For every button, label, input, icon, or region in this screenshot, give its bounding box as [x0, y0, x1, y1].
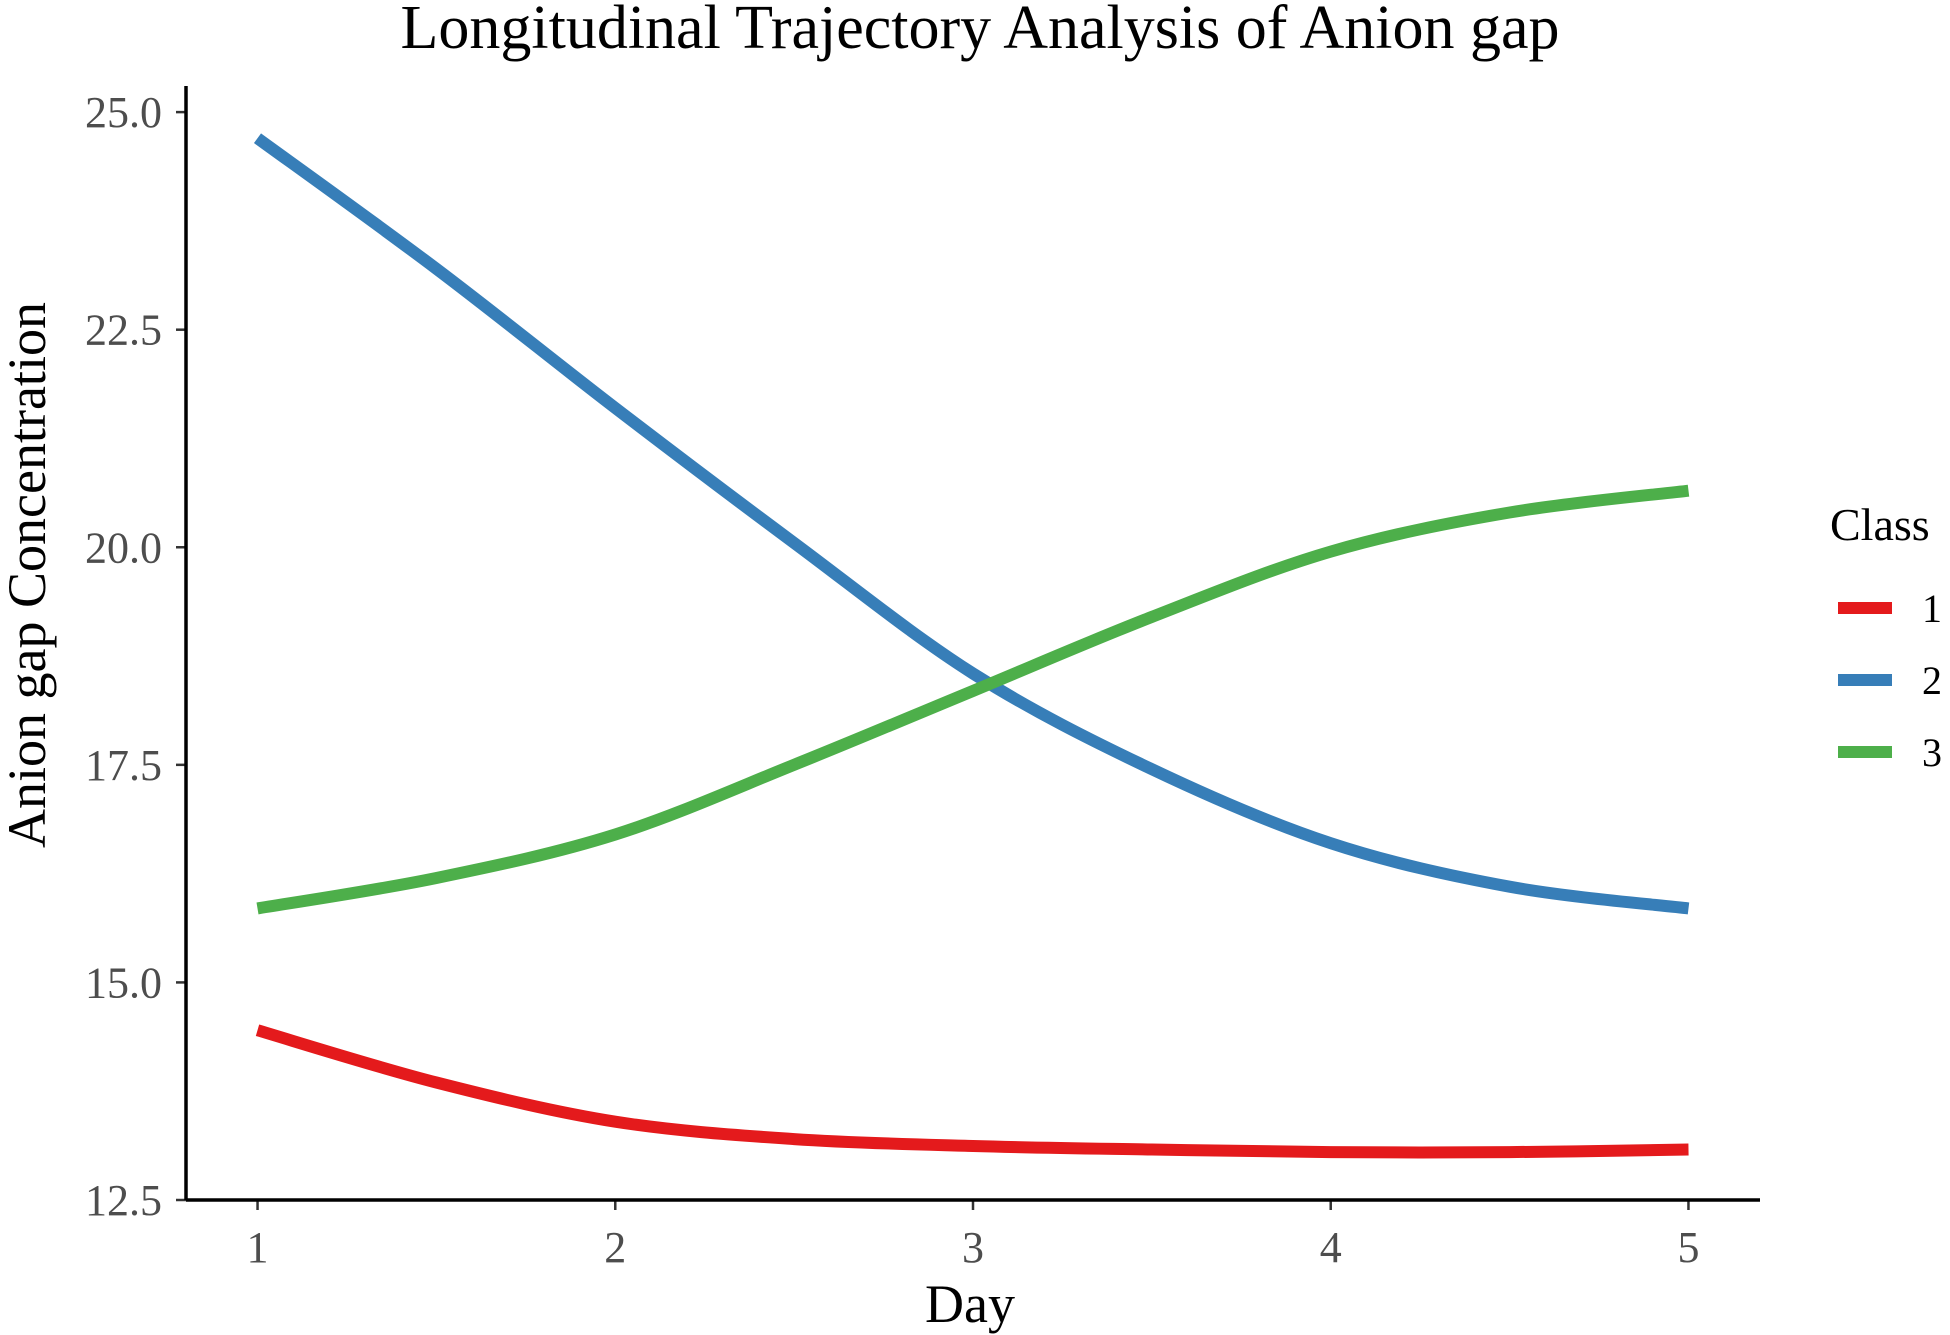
series-line-class-1: [255, 1024, 1689, 1159]
x-tick-label: 4: [1320, 1223, 1342, 1272]
chart-title: Longitudinal Trajectory Analysis of Anio…: [401, 0, 1560, 62]
series-line-class-3: [256, 484, 1690, 915]
legend-label-class-1: 1: [1922, 586, 1942, 631]
y-axis-ticks: 12.5 15.0 17.5 20.0 22.5 25.0: [85, 88, 186, 1225]
legend-label-class-3: 3: [1922, 730, 1942, 775]
legend-items: 1 2 3: [1838, 586, 1942, 775]
y-tick-label: 17.5: [85, 741, 162, 790]
y-tick-label: 15.0: [85, 958, 162, 1007]
y-tick-label: 20.0: [85, 523, 162, 572]
y-axis-title: Anion gap Concentration: [0, 302, 57, 848]
x-tick-label: 1: [247, 1223, 269, 1272]
y-tick-label: 22.5: [85, 306, 162, 355]
series-line-class-2: [253, 133, 1690, 915]
y-tick-label: 12.5: [85, 1176, 162, 1225]
legend-title: Class: [1830, 499, 1930, 550]
x-axis-ticks: 1 2 3 4 5: [247, 1200, 1699, 1272]
x-axis-title: Day: [925, 1274, 1015, 1334]
x-tick-label: 2: [604, 1223, 626, 1272]
legend: Class 1 2 3: [1830, 499, 1942, 775]
x-tick-label: 3: [962, 1223, 984, 1272]
x-tick-label: 5: [1677, 1223, 1699, 1272]
legend-label-class-2: 2: [1922, 658, 1942, 703]
series-lines: [253, 133, 1690, 1159]
y-tick-label: 25.0: [85, 88, 162, 137]
